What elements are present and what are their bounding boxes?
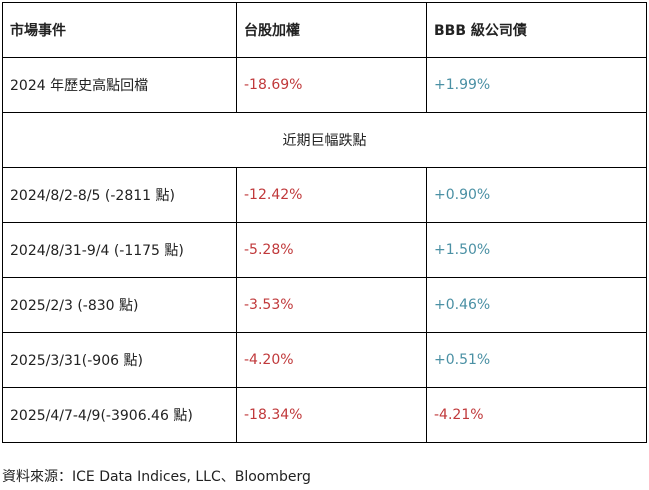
table-row: 2025/2/3 (-830 點) -3.53% +0.46%	[2, 277, 647, 333]
table-row: 2024 年歷史高點回檔 -18.69% +1.99%	[2, 57, 647, 113]
event-cell: 2025/4/7-4/9(-3906.46 點)	[2, 387, 237, 443]
bbb-cell: +0.46%	[426, 277, 647, 333]
table-header-row: 市場事件 台股加權 BBB 級公司債	[2, 2, 647, 58]
section-label: 近期巨幅跌點	[2, 112, 647, 168]
taiex-cell: -4.20%	[236, 332, 427, 388]
taiex-cell: -5.28%	[236, 222, 427, 278]
taiex-cell: -18.34%	[236, 387, 427, 443]
market-events-table: 市場事件 台股加權 BBB 級公司債 2024 年歷史高點回檔 -18.69% …	[2, 2, 647, 443]
event-cell: 2024/8/31-9/4 (-1175 點)	[2, 222, 237, 278]
taiex-cell: -3.53%	[236, 277, 427, 333]
table-row: 2024/8/31-9/4 (-1175 點) -5.28% +1.50%	[2, 222, 647, 278]
taiex-cell: -18.69%	[236, 57, 427, 113]
taiex-cell: -12.42%	[236, 167, 427, 223]
event-cell: 2024/8/2-8/5 (-2811 點)	[2, 167, 237, 223]
bbb-cell: +1.99%	[426, 57, 647, 113]
bbb-cell: -4.21%	[426, 387, 647, 443]
bbb-cell: +1.50%	[426, 222, 647, 278]
bbb-cell: +0.51%	[426, 332, 647, 388]
table-row: 2024/8/2-8/5 (-2811 點) -12.42% +0.90%	[2, 167, 647, 223]
header-event: 市場事件	[2, 2, 237, 58]
bbb-cell: +0.90%	[426, 167, 647, 223]
table-row: 2025/4/7-4/9(-3906.46 點) -18.34% -4.21%	[2, 387, 647, 443]
source-note: 資料來源：ICE Data Indices, LLC、Bloomberg	[2, 469, 311, 485]
header-taiex: 台股加權	[236, 2, 427, 58]
event-cell: 2024 年歷史高點回檔	[2, 57, 237, 113]
header-bbb: BBB 級公司債	[426, 2, 647, 58]
event-cell: 2025/2/3 (-830 點)	[2, 277, 237, 333]
event-cell: 2025/3/31(-906 點)	[2, 332, 237, 388]
section-row: 近期巨幅跌點	[2, 112, 647, 168]
table-row: 2025/3/31(-906 點) -4.20% +0.51%	[2, 332, 647, 388]
